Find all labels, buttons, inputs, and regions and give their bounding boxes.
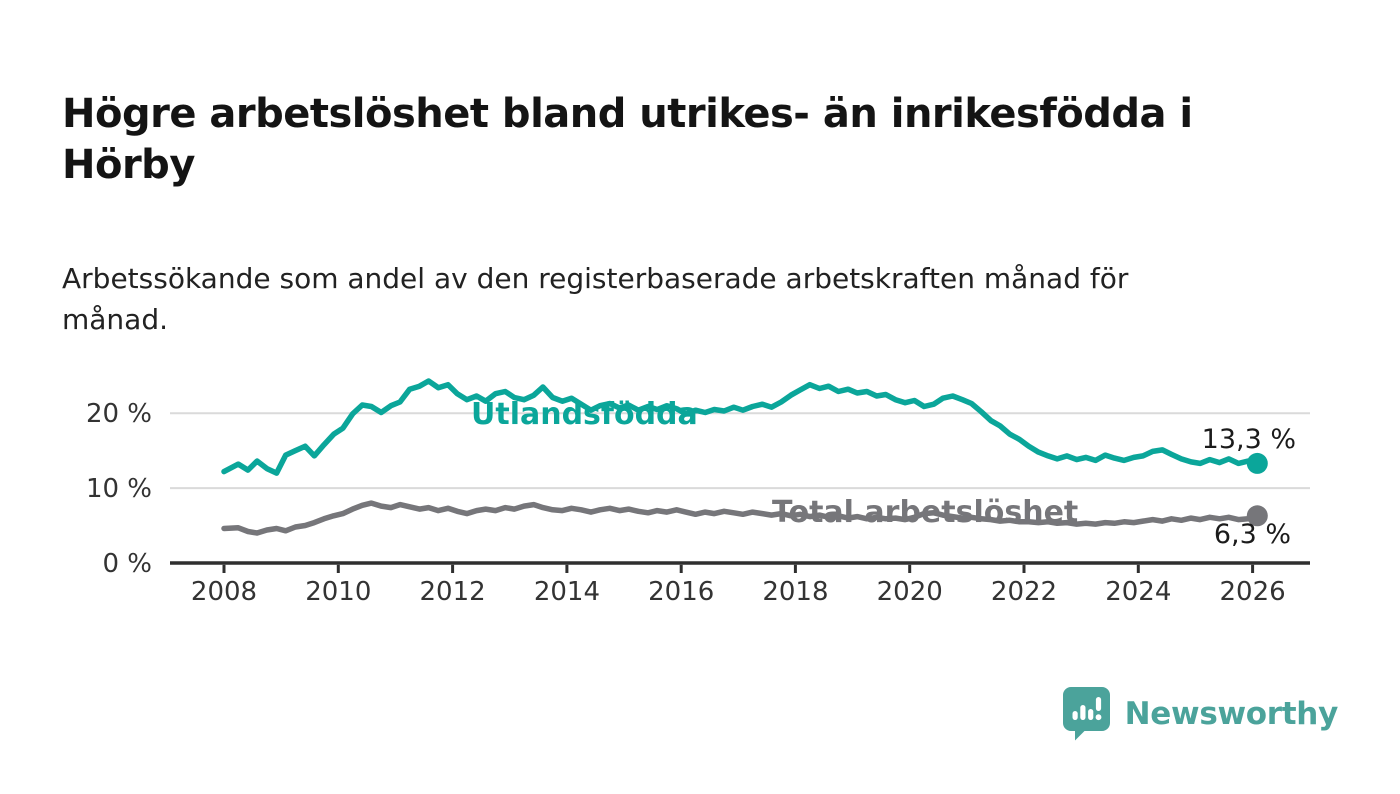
chart-subtitle: Arbetssökande som andel av den registerb… [62, 262, 1129, 337]
x-tick-label: 2010 [305, 577, 371, 607]
end-value-total-arbetsloshet: 6,3 % [1214, 519, 1291, 550]
x-axis-ticks [222, 564, 1255, 573]
x-tick-label: 2018 [762, 577, 828, 607]
brand-name: Newsworthy [1124, 695, 1339, 732]
end-dot-utlandsfodda [1246, 452, 1268, 474]
series-label-total-arbetsloshet: Total arbetslöshet [772, 495, 1078, 530]
end-dot-total-arbetsloshet [1246, 505, 1268, 527]
x-tick-label: 2024 [1105, 577, 1171, 607]
y-axis-labels: 0 % 10 % 20 % [86, 399, 152, 579]
x-tick-label: 2022 [991, 577, 1057, 607]
series-label-utlandsfodda: Utlandsfödda [471, 397, 698, 432]
x-tick-label: 2008 [191, 577, 257, 607]
x-tick-label: 2020 [877, 577, 943, 607]
line-utlandsfodda [221, 378, 1261, 476]
x-axis-labels: 2008 2010 2012 2014 2016 2018 2020 2022 … [191, 577, 1286, 607]
newsworthy-bubble-icon [1062, 687, 1110, 741]
x-tick-label: 2026 [1220, 577, 1286, 607]
bar-chart-glyph [1072, 697, 1102, 721]
gridlines [170, 412, 1310, 490]
end-value-utlandsfodda: 13,3 % [1202, 424, 1296, 455]
x-axis: 2008 2010 2012 2014 2016 2018 2020 2022 … [170, 561, 1310, 607]
bubble-shape [1062, 687, 1110, 741]
x-tick-label: 2016 [648, 577, 714, 607]
y-tick-label: 20 % [86, 399, 152, 429]
y-tick-label: 0 % [102, 549, 152, 579]
chart-title: Högre arbetslöshet bland utrikes- än inr… [62, 90, 1193, 188]
y-tick-label: 10 % [86, 474, 152, 504]
x-tick-label: 2012 [420, 577, 486, 607]
x-tick-label: 2014 [534, 577, 600, 607]
newsworthy-logo: Newsworthy [1062, 686, 1338, 741]
line-total-arbetsloshet [221, 500, 1261, 536]
